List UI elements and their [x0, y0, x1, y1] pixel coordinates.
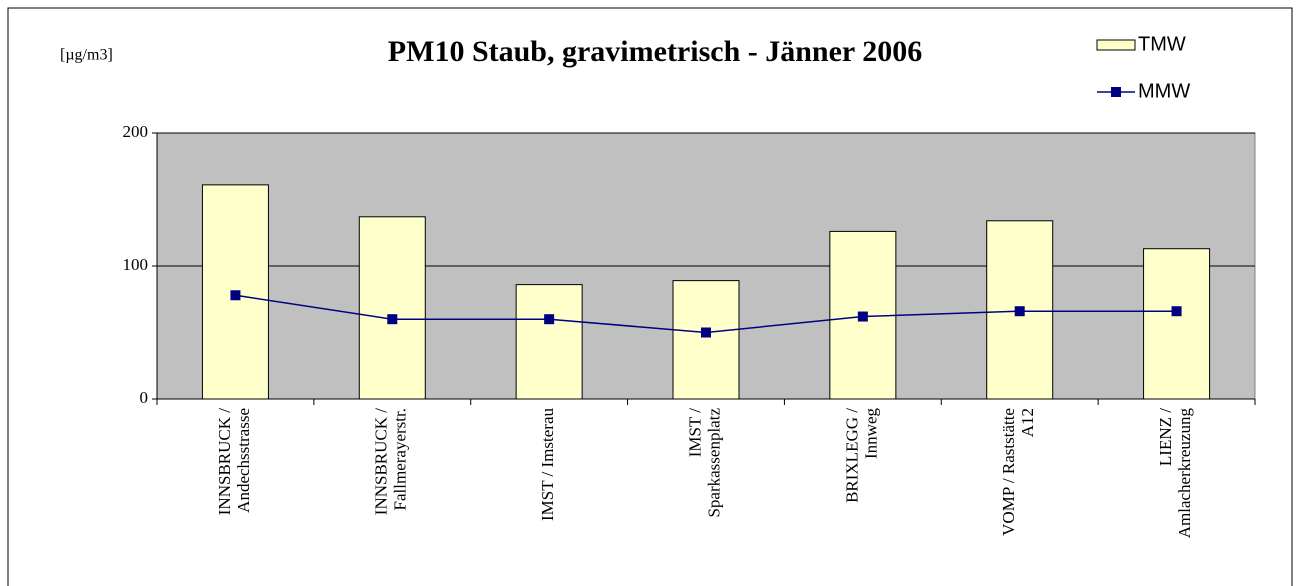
- legend-label: MMW: [1138, 80, 1190, 102]
- bar: [1143, 248, 1211, 400]
- bar: [672, 280, 740, 400]
- x-tick-label: INNSBRUCK /: [215, 408, 234, 515]
- bar: [515, 284, 583, 400]
- legend-swatch: [1096, 39, 1136, 51]
- y-tick-label: 100: [123, 255, 149, 274]
- y-axis-label: [µg/m3]: [60, 47, 113, 64]
- x-tick-label: Amlacherkreuzung: [1175, 408, 1194, 539]
- x-tick-label: Innweg: [861, 408, 880, 459]
- y-tick-label: 0: [140, 388, 149, 407]
- x-tick-label: INNSBRUCK /: [372, 408, 391, 515]
- line-marker: [230, 290, 241, 301]
- x-tick-label: IMST /: [685, 408, 704, 458]
- chart-title: PM10 Staub, gravimetrisch - Jänner 2006: [388, 35, 922, 68]
- bar: [358, 216, 426, 400]
- legend-label: TMW: [1138, 33, 1186, 55]
- line-marker: [1014, 306, 1025, 317]
- y-tick-label: 200: [123, 122, 149, 141]
- legend-marker: [1111, 87, 1121, 97]
- line-marker: [387, 314, 398, 325]
- line-marker: [1171, 306, 1182, 317]
- x-tick-label: IMST / Imsterau: [538, 408, 557, 522]
- line-marker: [544, 314, 555, 325]
- x-tick-label: Fallmerayerstr.: [391, 408, 410, 510]
- x-tick-label: LIENZ /: [1156, 408, 1175, 466]
- line-marker: [857, 311, 868, 322]
- x-tick-label: VOMP / Raststätte: [999, 408, 1018, 536]
- line-marker: [701, 327, 711, 338]
- x-tick-label: Andechsstrasse: [234, 408, 253, 513]
- x-tick-label: A12: [1018, 408, 1037, 437]
- x-tick-label: Sparkassenplatz: [704, 408, 723, 518]
- x-tick-label: BRIXLEGG /: [842, 408, 861, 503]
